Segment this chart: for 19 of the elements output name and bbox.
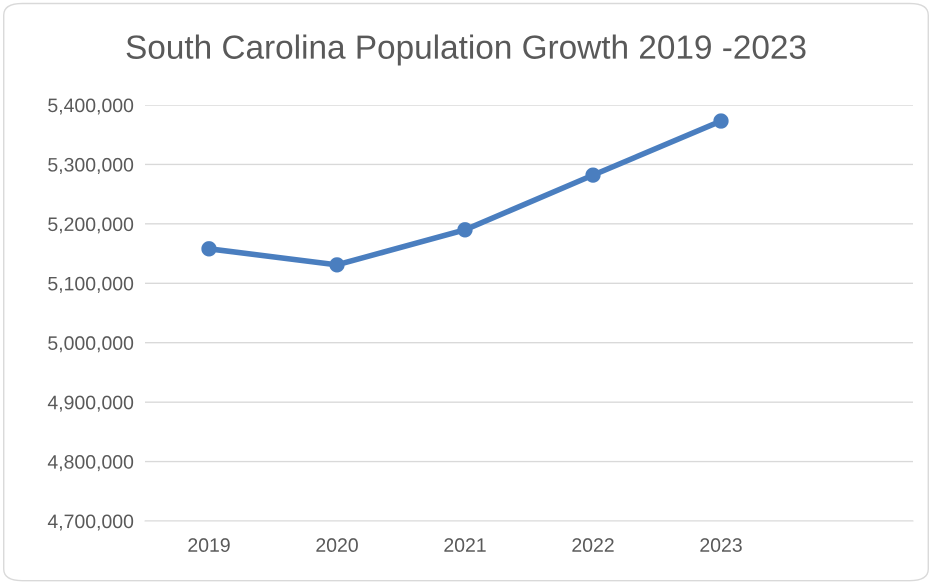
x-tick-label: 2022 (572, 538, 614, 552)
point (585, 167, 601, 183)
y-tick-label: 5,200,000 (48, 217, 134, 234)
y-tick-label: 4,700,000 (48, 514, 134, 531)
point (201, 241, 217, 256)
y-tick-label: 5,000,000 (48, 336, 134, 352)
x-tick-label: 2023 (700, 538, 742, 552)
x-tick-label: 2019 (188, 538, 230, 552)
point (457, 222, 473, 238)
y-tick-label: 5,300,000 (48, 158, 134, 174)
y-tick-label: 4,800,000 (48, 455, 134, 472)
point (329, 257, 345, 272)
y-tick-label: 5,400,000 (48, 98, 134, 115)
x-tick-label: 2020 (316, 538, 358, 552)
y-tick-label: 4,900,000 (48, 396, 134, 412)
y-tick-label: 5,100,000 (48, 276, 134, 293)
x-tick-label: 2021 (444, 538, 486, 552)
chart-title: South Carolina Population Growth 2019 -2023 (126, 34, 806, 66)
point (713, 113, 729, 129)
